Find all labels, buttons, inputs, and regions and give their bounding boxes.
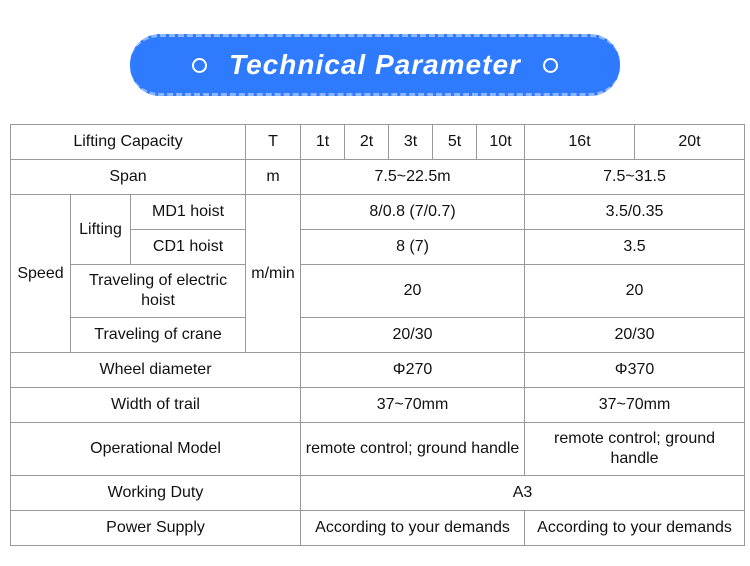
- value-travel-hoist-b: 20: [525, 265, 745, 318]
- col-5t: 5t: [433, 125, 477, 160]
- col-2t: 2t: [345, 125, 389, 160]
- value-operational-model-a: remote control; ground handle: [301, 423, 525, 476]
- value-md1-b: 3.5/0.35: [525, 195, 745, 230]
- col-10t: 10t: [477, 125, 525, 160]
- row-width-of-trail: Width of trail 37~70mm 37~70mm: [11, 388, 745, 423]
- value-power-supply-a: According to your demands: [301, 511, 525, 546]
- label-working-duty: Working Duty: [11, 476, 301, 511]
- label-travel-crane: Traveling of crane: [71, 318, 246, 353]
- value-operational-model-b: remote control; ground handle: [525, 423, 745, 476]
- label-width-of-trail: Width of trail: [11, 388, 301, 423]
- dot-right-icon: [543, 58, 558, 73]
- row-wheel-diameter: Wheel diameter Φ270 Φ370: [11, 353, 745, 388]
- label-operational-model: Operational Model: [11, 423, 301, 476]
- value-md1-a: 8/0.8 (7/0.7): [301, 195, 525, 230]
- value-travel-crane-b: 20/30: [525, 318, 745, 353]
- value-wheel-diameter-b: Φ370: [525, 353, 745, 388]
- page-title: Technical Parameter: [229, 49, 521, 81]
- value-span-a: 7.5~22.5m: [301, 160, 525, 195]
- value-travel-crane-a: 20/30: [301, 318, 525, 353]
- row-power-supply: Power Supply According to your demands A…: [11, 511, 745, 546]
- label-lifting: Lifting: [71, 195, 131, 265]
- col-16t: 16t: [525, 125, 635, 160]
- unit-lifting-capacity: T: [246, 125, 301, 160]
- unit-span: m: [246, 160, 301, 195]
- row-travel-crane: Traveling of crane 20/30 20/30: [11, 318, 745, 353]
- label-lifting-capacity: Lifting Capacity: [11, 125, 246, 160]
- value-span-b: 7.5~31.5: [525, 160, 745, 195]
- col-20t: 20t: [635, 125, 745, 160]
- value-wheel-diameter-a: Φ270: [301, 353, 525, 388]
- parameter-table-wrap: Lifting Capacity T 1t 2t 3t 5t 10t 16t 2…: [0, 124, 750, 566]
- label-span: Span: [11, 160, 246, 195]
- row-operational-model: Operational Model remote control; ground…: [11, 423, 745, 476]
- label-wheel-diameter: Wheel diameter: [11, 353, 301, 388]
- value-width-of-trail-b: 37~70mm: [525, 388, 745, 423]
- row-travel-hoist: Traveling of electric hoist 20 20: [11, 265, 745, 318]
- label-speed: Speed: [11, 195, 71, 353]
- label-cd1: CD1 hoist: [131, 230, 246, 265]
- label-md1: MD1 hoist: [131, 195, 246, 230]
- row-working-duty: Working Duty A3: [11, 476, 745, 511]
- value-working-duty: A3: [301, 476, 745, 511]
- col-3t: 3t: [389, 125, 433, 160]
- row-lifting-capacity: Lifting Capacity T 1t 2t 3t 5t 10t 16t 2…: [11, 125, 745, 160]
- value-cd1-a: 8 (7): [301, 230, 525, 265]
- row-md1: Speed Lifting MD1 hoist m/min 8/0.8 (7/0…: [11, 195, 745, 230]
- value-cd1-b: 3.5: [525, 230, 745, 265]
- parameter-table: Lifting Capacity T 1t 2t 3t 5t 10t 16t 2…: [10, 124, 745, 546]
- label-travel-hoist: Traveling of electric hoist: [71, 265, 246, 318]
- dot-left-icon: [192, 58, 207, 73]
- row-span: Span m 7.5~22.5m 7.5~31.5: [11, 160, 745, 195]
- label-power-supply: Power Supply: [11, 511, 301, 546]
- header-pill: Technical Parameter: [130, 34, 620, 96]
- col-1t: 1t: [301, 125, 345, 160]
- value-width-of-trail-a: 37~70mm: [301, 388, 525, 423]
- unit-speed: m/min: [246, 195, 301, 353]
- header-wrap: Technical Parameter: [0, 0, 750, 124]
- value-travel-hoist-a: 20: [301, 265, 525, 318]
- value-power-supply-b: According to your demands: [525, 511, 745, 546]
